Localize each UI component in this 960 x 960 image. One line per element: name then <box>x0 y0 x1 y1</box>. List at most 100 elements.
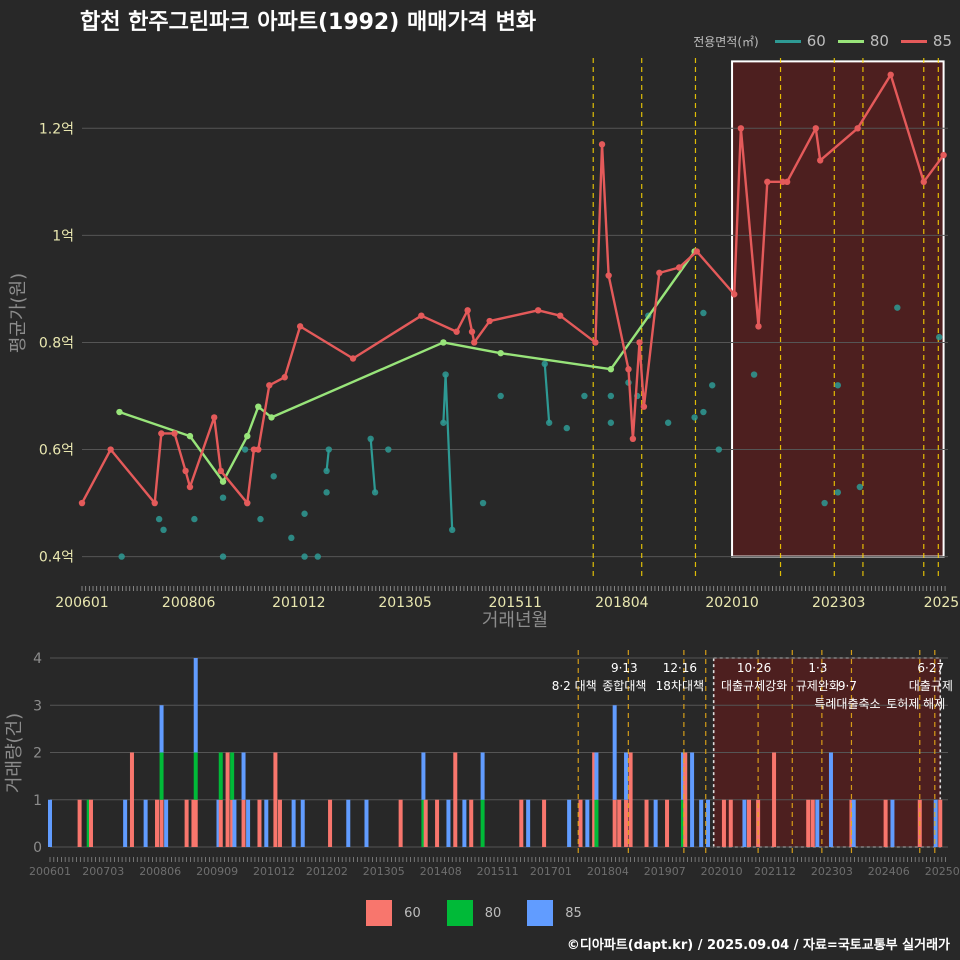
bar-60 <box>612 799 617 847</box>
bar-60 <box>721 799 726 847</box>
series-60-point <box>715 446 723 453</box>
x-tick-label: 201804 <box>595 595 649 611</box>
series-60-point <box>607 392 615 400</box>
legend-swatch-60 <box>774 40 801 43</box>
bar-80 <box>480 799 485 847</box>
bar-85 <box>706 799 711 847</box>
bar-60 <box>241 799 246 847</box>
bar-85 <box>851 799 856 847</box>
bar-85 <box>241 752 246 800</box>
series-60-point <box>581 392 588 400</box>
bar-x-tick-label: 200703 <box>82 865 124 878</box>
bar-x-tick-label: 202010 <box>701 865 743 878</box>
bar-60 <box>77 799 82 847</box>
bar-y-tick-label: 3 <box>33 698 42 714</box>
bar-85 <box>364 799 369 847</box>
bar-60 <box>628 752 633 847</box>
bar-60 <box>772 752 777 847</box>
series-85-point <box>693 248 700 255</box>
bar-60 <box>398 799 403 847</box>
x-tick-label: 202303 <box>812 595 865 611</box>
bar-x-tick-label: 201511 <box>477 865 519 878</box>
bottom-legend: 60 80 85 <box>0 900 960 926</box>
series-80-point <box>255 403 262 410</box>
bar-60 <box>883 799 888 847</box>
series-85-point <box>250 446 258 453</box>
series-85-point <box>349 355 357 362</box>
series-60-point <box>607 419 615 426</box>
policy-annotation: 토허제 해제 <box>886 697 945 711</box>
bar-x-tick-label: 202509 <box>925 865 960 878</box>
bar-60 <box>277 799 282 847</box>
bar-legend-label-85: 85 <box>565 905 582 921</box>
series-60-point <box>323 489 330 496</box>
series-85-point <box>418 312 425 319</box>
bar-legend-item-80: 80 <box>446 900 501 926</box>
series-85-point <box>940 151 947 159</box>
bar-x-tick-label: 200806 <box>139 865 181 878</box>
series-80-point <box>244 432 251 440</box>
series-60-point <box>371 489 379 496</box>
series-85-line <box>80 73 945 505</box>
bar-80 <box>230 752 235 800</box>
series-60-point <box>385 446 392 453</box>
series-85-point <box>629 435 637 443</box>
y-tick-label: 0.8억 <box>39 335 74 351</box>
series-85-point <box>151 499 158 507</box>
series-85-point <box>211 414 218 421</box>
series-85-point <box>534 307 542 314</box>
series-85-point <box>854 125 861 132</box>
bar-60 <box>747 799 752 847</box>
series-85-point <box>764 178 771 186</box>
series-60-point <box>750 371 758 378</box>
bar-85 <box>699 799 704 847</box>
series-85-point <box>471 339 478 346</box>
policy-annotation: 18차대책 <box>656 678 704 693</box>
bar-60 <box>542 799 547 847</box>
bar-85 <box>159 705 164 753</box>
x-tick-label: 201305 <box>378 595 431 611</box>
legend-label-80: 80 <box>869 32 889 50</box>
y-tick-label: 1억 <box>52 228 74 244</box>
series-60-point <box>440 419 447 426</box>
series-85-point <box>755 323 762 330</box>
bar-80 <box>159 752 164 800</box>
bar-60 <box>806 799 811 847</box>
series-85-point <box>468 328 476 335</box>
bar-85 <box>828 752 833 847</box>
series-85-point <box>656 269 663 277</box>
bar-85 <box>291 799 296 847</box>
bar-legend-swatch-60 <box>366 900 393 926</box>
bar-x-tick-label: 201012 <box>253 865 295 878</box>
policy-annotation: 대출규제 <box>909 679 953 693</box>
bar-80 <box>86 799 91 847</box>
series-85-point <box>107 446 114 453</box>
y-tick-label: 0.6억 <box>39 443 74 459</box>
volume-bar-chart: 0 1 2 3 4 거래량(건) 8·2 대책 9·13 종합대책 12·16 18차대책 10·26… <box>4 650 960 878</box>
x-axis-title: 거래년월 <box>482 610 548 631</box>
series-85-point <box>186 483 194 491</box>
bar-60 <box>225 752 230 847</box>
bar-60 <box>938 799 943 847</box>
bar-60 <box>193 799 198 847</box>
policy-annotation: 특례대출축소 <box>814 697 880 711</box>
series-60-point <box>155 515 163 523</box>
bar-85 <box>680 752 685 800</box>
series-85-point <box>592 339 599 346</box>
bar-60 <box>624 799 629 847</box>
series-60-point <box>288 534 295 542</box>
bar-60 <box>469 799 474 847</box>
series-80-line <box>119 250 696 483</box>
bar-legend-item-60: 60 <box>366 900 421 926</box>
series-60-point <box>709 382 716 389</box>
bar-60 <box>453 752 458 847</box>
bar-85 <box>567 799 572 847</box>
bar-85 <box>480 752 485 800</box>
series-85-point <box>158 430 165 437</box>
series-60-point <box>664 419 672 426</box>
bar-60 <box>617 799 622 847</box>
bar-60 <box>519 799 524 847</box>
bar-80 <box>594 799 599 847</box>
bar-85 <box>462 799 467 847</box>
bar-60 <box>159 799 164 847</box>
